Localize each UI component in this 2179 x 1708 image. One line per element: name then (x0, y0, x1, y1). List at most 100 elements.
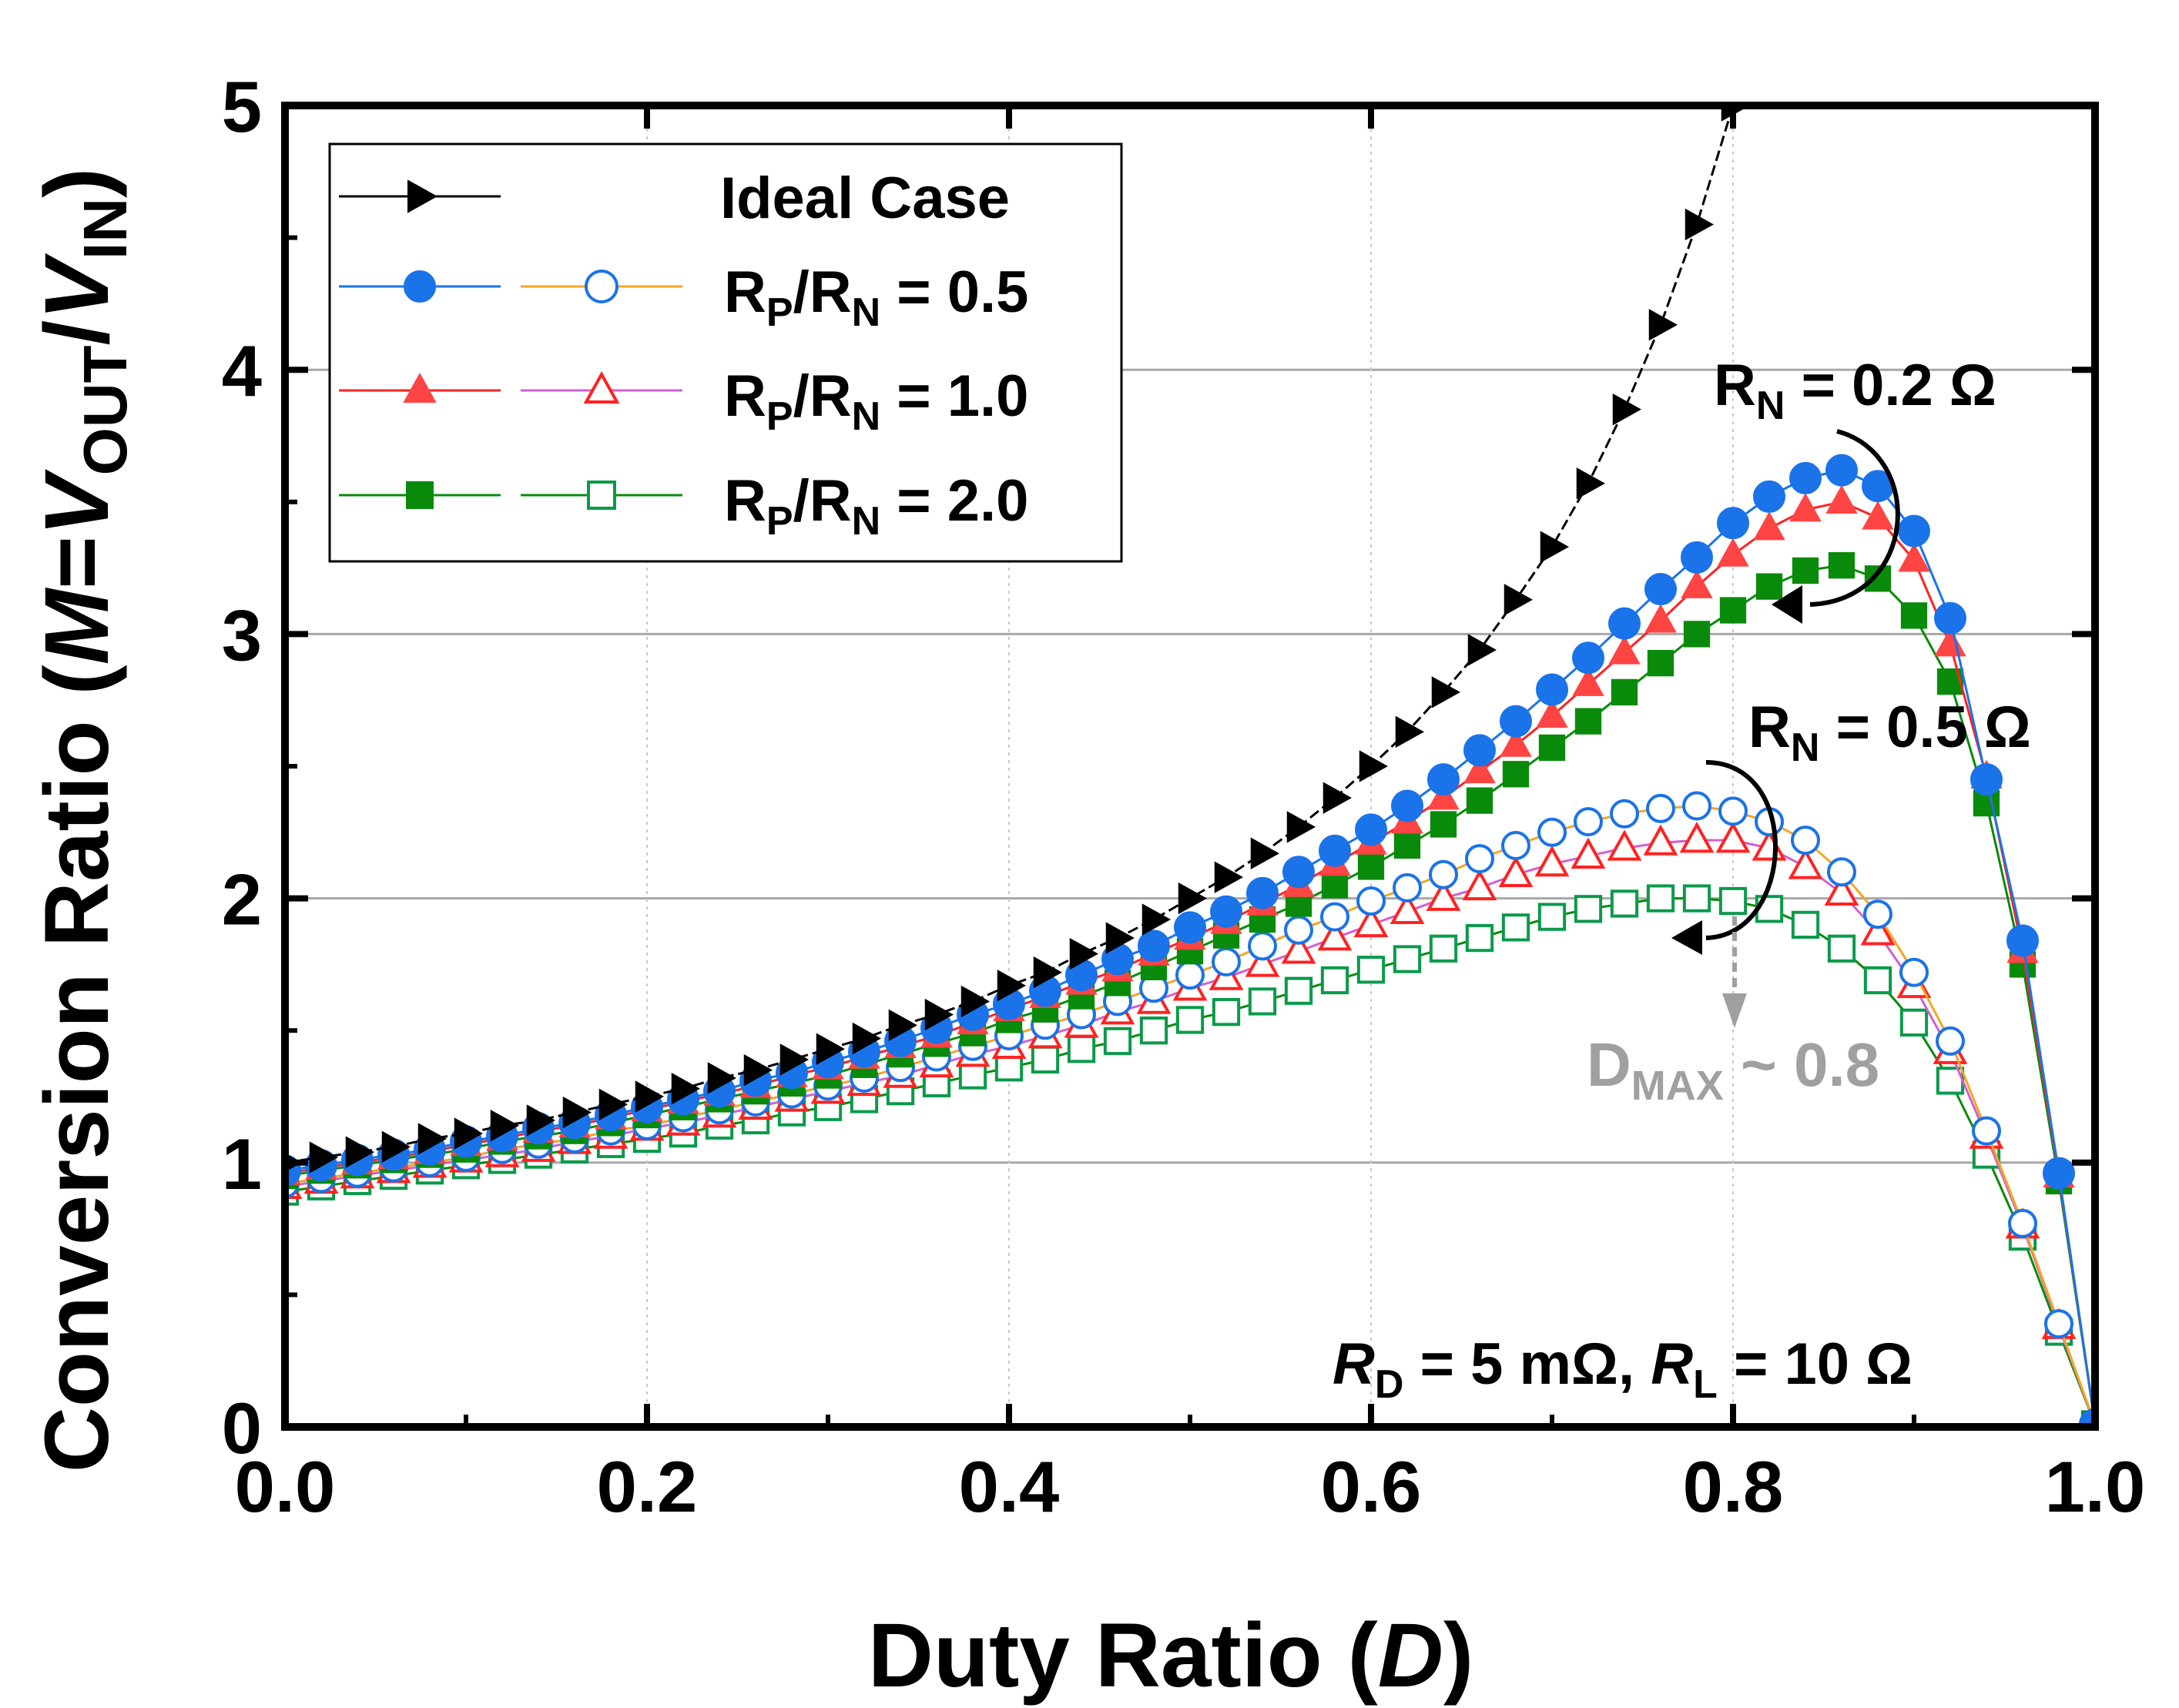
legend-marker-rp05_rn05 (585, 270, 619, 303)
data-point-rp20_rn02 (1321, 872, 1349, 899)
data-point-rp05_rn05 (1863, 899, 1892, 929)
legend-marker-ideal (407, 179, 438, 213)
data-point-rp05_rn05 (1465, 844, 1494, 874)
data-point-rp20_rn02 (1611, 678, 1638, 706)
data-point-rp20_rn05 (1682, 884, 1711, 913)
data-point-rp05_rn02 (1138, 929, 1170, 963)
data-point-ideal (1286, 811, 1316, 843)
data-point-rp05_rn05 (1212, 946, 1241, 976)
data-point-rp10_rn02 (1862, 501, 1894, 530)
data-point-rp20_rn05 (1610, 889, 1639, 918)
arrow-rn-0-5 (1705, 760, 1778, 940)
data-point-rp05_rn02 (1608, 607, 1641, 640)
data-point-rp20_rn02 (1574, 708, 1602, 735)
legend-label-rp05: RP/RN = 0.5 (724, 260, 1028, 335)
data-point-rp20_rn05 (1863, 966, 1892, 995)
data-point-ideal (454, 1117, 484, 1150)
data-point-rp20_rn05 (1429, 934, 1458, 963)
data-point-rp20_rn02 (1900, 602, 1928, 629)
y-axis-title: Conversion Ratio (M=VOUT/VIN) (26, 168, 139, 1473)
data-point-rp10_rn02 (1608, 635, 1641, 665)
x-tick-label: 0.4 (959, 1446, 1060, 1527)
data-point-rp05_rn02 (1174, 911, 1206, 944)
legend: Ideal Case RP/RN = 0.5 RP/RN = 1.0 RP/RN… (328, 142, 1123, 563)
data-point-rp05_rn02 (2006, 924, 2039, 957)
data-point-rp10_rn02 (1500, 728, 1532, 757)
annotation-dmax: DMAX ~ 0.8 (1587, 1030, 1879, 1109)
data-point-ideal (1540, 531, 1570, 563)
data-point-rp05_rn02 (1463, 734, 1496, 767)
data-point-ideal (707, 1062, 737, 1094)
data-point-rp10_rn05 (1426, 879, 1461, 911)
data-point-ideal (743, 1053, 773, 1087)
data-point-ideal (417, 1123, 448, 1155)
data-point-ideal (1359, 750, 1389, 782)
data-point-rp05_rn02 (1789, 461, 1822, 494)
data-point-ideal (888, 1009, 918, 1042)
data-point-rp20_rn02 (1538, 734, 1566, 762)
data-point-ideal (1214, 861, 1244, 893)
legend-markers (339, 179, 682, 510)
data-point-rp20_rn05 (958, 1061, 987, 1090)
data-point-rp20_rn05 (1465, 923, 1494, 953)
data-point-rp20_rn05 (1827, 934, 1856, 963)
data-point-rp20_rn05 (1067, 1035, 1096, 1063)
data-point-ideal (1504, 584, 1534, 616)
data-point-ideal (1395, 715, 1425, 749)
data-point-rp20_rn02 (1792, 557, 1819, 584)
data-point-rp05_rn02 (1427, 763, 1460, 796)
data-point-ideal (598, 1088, 629, 1120)
data-point-rp05_rn05 (1899, 957, 1929, 987)
data-point-ideal (1467, 634, 1497, 666)
data-point-rp20_rn02 (1683, 621, 1711, 648)
data-point-rp10_rn05 (1317, 919, 1353, 951)
data-point-ideal (309, 1141, 339, 1174)
data-point-rp10_rn02 (1753, 511, 1785, 541)
data-point-rp05_rn02 (1319, 834, 1351, 867)
data-point-rp20_rn05 (1899, 1008, 1929, 1037)
data-point-rp05_rn02 (1934, 601, 1966, 635)
arrowhead-rn-0-2 (1772, 585, 1802, 624)
arrow-rn-0-2 (1809, 429, 1900, 607)
data-point-rp10_rn02 (1572, 667, 1604, 696)
data-point-rp10_rn02 (1536, 698, 1568, 728)
data-point-rp20_rn05 (1501, 913, 1530, 942)
data-point-rp20_rn05 (1103, 1026, 1132, 1056)
data-point-rp05_rn05 (2044, 1309, 2073, 1339)
data-point-rp05_rn05 (1972, 1116, 2001, 1146)
data-point-rp05_rn05 (1936, 1026, 1965, 1056)
y-tick-label: 1 (222, 1124, 262, 1204)
data-point-rp10_rn05 (1679, 822, 1715, 853)
legend-label-ideal: Ideal Case (720, 166, 1010, 231)
data-point-rp05_rn05 (1175, 960, 1205, 990)
data-point-rp05_rn05 (1646, 793, 1675, 823)
data-point-ideal (635, 1080, 665, 1113)
data-point-ideal (562, 1096, 592, 1129)
data-point-rp05_rn02 (1681, 541, 1713, 574)
data-point-rp10_rn02 (1427, 781, 1460, 810)
data-point-rp05_rn02 (1572, 641, 1604, 675)
data-point-ideal (490, 1110, 520, 1142)
data-point-ideal (1431, 676, 1461, 708)
data-point-rp05_rn02 (1536, 673, 1568, 706)
data-point-rp20_rn05 (1031, 1045, 1060, 1074)
data-point-rp20_rn02 (1647, 650, 1674, 677)
data-point-rp05_rn02 (1644, 573, 1677, 606)
data-point-rp10_rn05 (1498, 856, 1534, 887)
data-point-ideal (1033, 956, 1063, 989)
data-point-rp05_rn02 (1282, 856, 1315, 889)
data-point-ideal (1648, 309, 1678, 341)
data-point-ideal (1069, 937, 1099, 970)
data-point-rp10_rn02 (1717, 538, 1749, 567)
legend-marker-rp10_rn05 (583, 370, 620, 404)
data-point-rp05_rn02 (1717, 507, 1749, 540)
data-point-rp20_rn02 (1430, 811, 1457, 838)
data-point-rp10_rn05 (1462, 869, 1497, 901)
data-point-rp05_rn05 (1429, 859, 1458, 889)
data-point-rp10_rn05 (1715, 822, 1751, 853)
y-tick-label: 3 (222, 594, 262, 675)
data-point-rp10_rn05 (1390, 893, 1425, 925)
x-tick-label: 0.0 (235, 1446, 336, 1527)
data-point-rp20_rn05 (1320, 966, 1349, 995)
legend-marker-rp05_rn02 (404, 270, 436, 303)
